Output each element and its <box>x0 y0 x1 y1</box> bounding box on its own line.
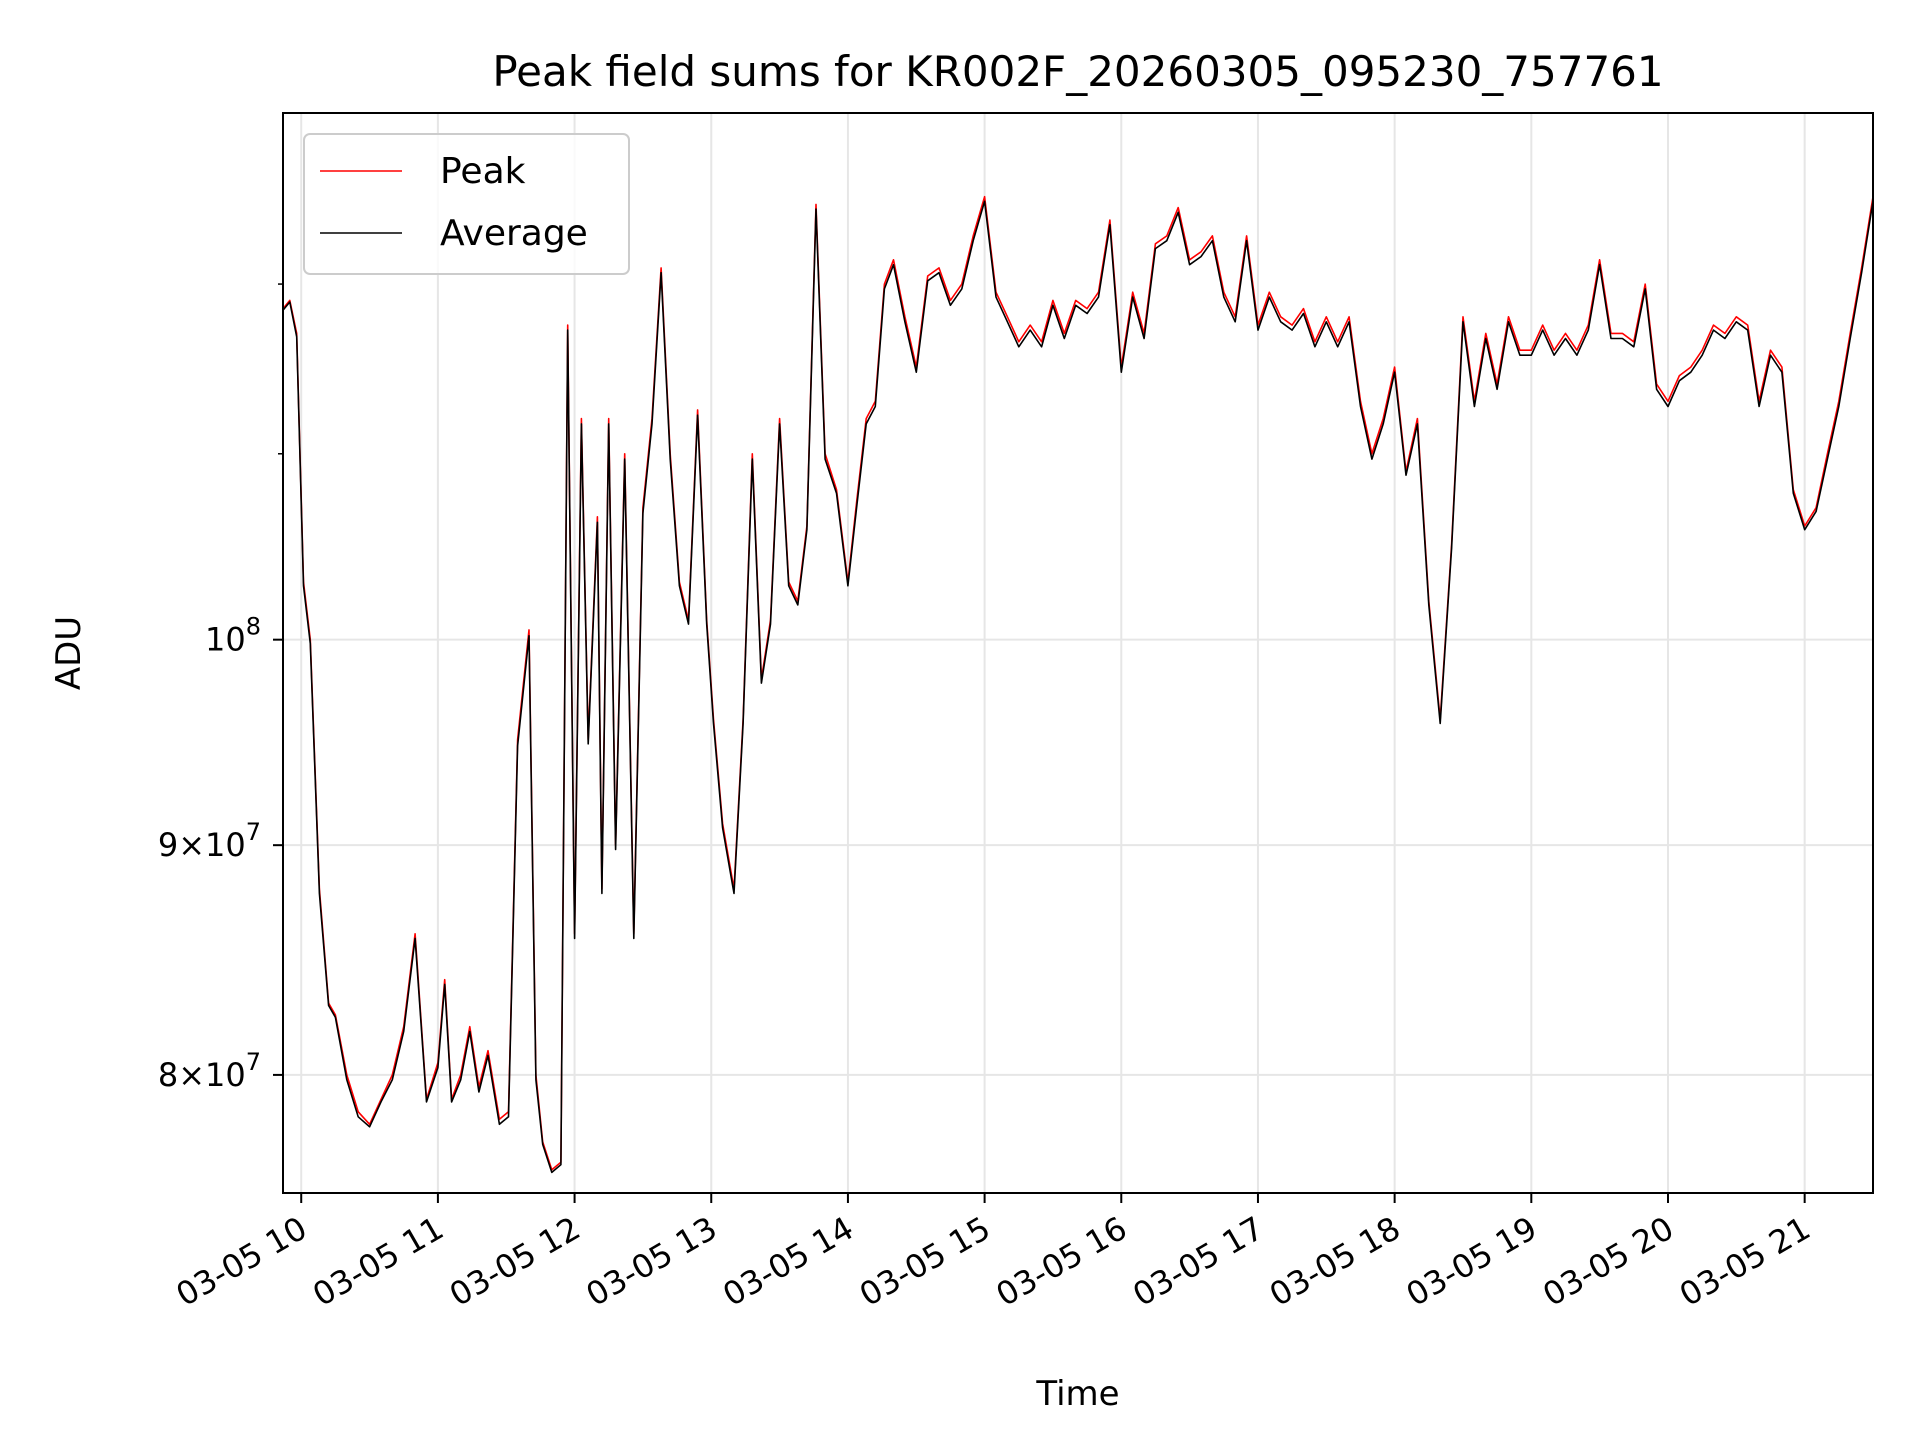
legend-label-average: Average <box>440 213 588 254</box>
plot-lines <box>282 195 1874 1174</box>
y-tick-label: 8×107 <box>158 1048 261 1094</box>
y-axis: 8×107 9×107 108 <box>158 283 283 1094</box>
series-line-average <box>282 200 1874 1174</box>
legend: Peak Average <box>303 133 630 275</box>
y-tick-label: 9×107 <box>158 818 261 864</box>
chart-title: Peak field sums for KR002F_20260305_0952… <box>492 47 1663 96</box>
x-axis-label: Time <box>1035 1374 1119 1414</box>
y-axis-label: ADU <box>49 616 89 690</box>
y-tick-label: 108 <box>205 613 261 659</box>
legend-label-peak: Peak <box>440 151 526 192</box>
legend-box <box>303 133 630 275</box>
grid <box>283 113 1873 1193</box>
plot-frame <box>282 112 1874 1194</box>
